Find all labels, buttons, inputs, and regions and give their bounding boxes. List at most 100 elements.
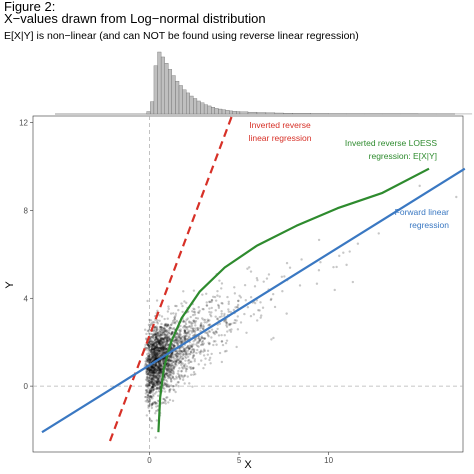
scatter-point [192, 354, 196, 357]
scatter-point [152, 368, 155, 371]
scatter-point [163, 346, 166, 349]
scatter-point [157, 349, 160, 352]
scatter-point [152, 353, 156, 357]
scatter-point [168, 373, 171, 376]
scatter-point [217, 304, 221, 308]
scatter-point [156, 382, 159, 385]
scatter-point [164, 373, 167, 376]
scatter-point [154, 335, 158, 339]
histogram-bar [164, 63, 169, 115]
scatter-point [149, 382, 152, 385]
scatter-point [163, 357, 166, 360]
scatter-point [218, 295, 221, 298]
scatter-point [161, 348, 164, 351]
scatter-point [154, 346, 157, 350]
scatter-point [189, 345, 192, 348]
scatter-point [189, 360, 192, 364]
scatter-point [149, 343, 152, 346]
scatter-point [145, 376, 149, 379]
scatter-point [154, 336, 158, 339]
scatter-point [229, 330, 233, 333]
scatter-point [155, 341, 158, 344]
green-line-label-1: Inverted reverse LOESS [345, 138, 437, 148]
scatter-point [192, 354, 195, 357]
scatter-point [168, 390, 171, 394]
scatter-point [455, 195, 458, 199]
scatter-point [167, 331, 171, 334]
scatter-point [170, 362, 174, 365]
scatter-point [152, 344, 155, 347]
scatter-point [159, 368, 162, 371]
scatter-point [190, 348, 194, 351]
scatter-point [161, 331, 164, 334]
scatter-point [153, 341, 157, 345]
histogram-bar [232, 111, 237, 115]
scatter-point [176, 342, 179, 346]
scatter-point [148, 378, 151, 382]
scatter-point [166, 360, 170, 363]
scatter-point [200, 336, 204, 339]
scatter-point [152, 355, 155, 358]
scatter-point [166, 329, 169, 333]
scatter-point [182, 320, 186, 323]
scatter-point [168, 376, 171, 379]
scatter-point [165, 372, 168, 375]
scatter-point [155, 344, 159, 347]
scatter-point [152, 350, 155, 354]
scatter-point [220, 360, 224, 364]
scatter-point [194, 338, 197, 342]
scatter-point [159, 336, 162, 340]
scatter-point [154, 380, 158, 383]
scatter-point [149, 340, 153, 343]
scatter-point [169, 312, 173, 315]
scatter-point [174, 354, 178, 357]
scatter-point [163, 376, 167, 379]
scatter-point [150, 365, 153, 368]
scatter-point [246, 267, 249, 270]
scatter-point [163, 338, 166, 342]
scatter-point [180, 339, 183, 342]
scatter-point [154, 402, 157, 406]
scatter-point [205, 321, 208, 324]
scatter-point [147, 369, 150, 373]
scatter-point [181, 350, 184, 353]
scatter-point [159, 353, 162, 356]
scatter-point [154, 412, 157, 415]
scatter-point [167, 370, 170, 373]
scatter-point [152, 394, 155, 398]
scatter-point [155, 364, 158, 367]
scatter-point [198, 338, 202, 342]
scatter-point [225, 321, 228, 324]
scatter-point [157, 378, 160, 381]
scatter-point [172, 326, 176, 330]
scatter-point [155, 386, 159, 389]
scatter-point [154, 364, 158, 367]
scatter-point [151, 366, 154, 369]
scatter-point [161, 333, 164, 336]
scatter-point [170, 347, 174, 350]
scatter-point [161, 358, 164, 361]
scatter-point [150, 346, 153, 349]
scatter-point [170, 333, 173, 337]
scatter-point [189, 367, 193, 371]
scatter-point [149, 358, 152, 362]
scatter-point [192, 348, 196, 351]
scatter-point [171, 319, 175, 323]
scatter-point [144, 363, 147, 366]
scatter-point [157, 365, 160, 368]
scatter-point [165, 340, 169, 344]
scatter-point [188, 346, 191, 350]
scatter-point [145, 370, 149, 373]
scatter-point [182, 376, 185, 379]
scatter-point [170, 371, 173, 375]
scatter-point [158, 369, 161, 373]
scatter-point [180, 337, 183, 341]
scatter-point [182, 335, 185, 338]
scatter-point [151, 340, 154, 344]
scatter-point [150, 365, 154, 369]
scatter-point [147, 391, 151, 394]
figure-subtitle: E[X|Y] is non−linear (and can NOT be fou… [4, 30, 359, 42]
scatter-point [150, 406, 154, 410]
scatter-point [201, 326, 204, 329]
scatter-point [158, 340, 161, 344]
